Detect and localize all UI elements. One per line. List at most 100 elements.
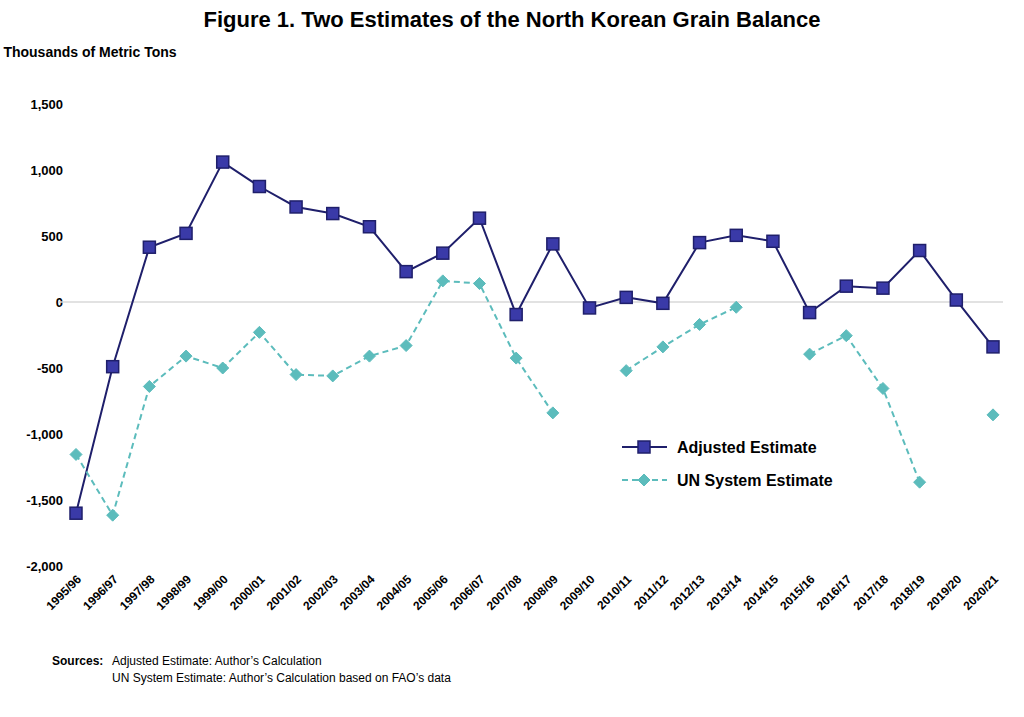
y-tick	[66, 236, 70, 237]
chart: Figure 1. Two Estimates of the North Kor…	[0, 0, 1024, 717]
y-tick-label: -2,000	[26, 559, 63, 574]
marker	[437, 275, 449, 287]
series-line	[626, 307, 736, 370]
x-tick-label: 2001/02	[264, 572, 305, 613]
source-text: Adjusted Estimate: Author’s Calculation	[112, 654, 322, 668]
x-tick-label: 2013/14	[704, 572, 745, 613]
marker	[217, 362, 229, 374]
y-axis-label: Thousands of Metric Tons	[2, 44, 178, 61]
marker	[327, 208, 339, 220]
marker	[107, 509, 119, 521]
marker	[804, 307, 816, 319]
legend: Adjusted Estimate UN System Estimate	[622, 439, 833, 489]
x-tick-label: 2018/19	[887, 572, 928, 613]
x-tick-label: 1995/96	[44, 572, 85, 613]
marker	[180, 350, 192, 362]
y-tick-label: -1,500	[26, 493, 63, 508]
marker	[180, 227, 192, 239]
marker	[877, 282, 889, 294]
marker	[400, 340, 412, 352]
y-tick	[66, 368, 70, 369]
source-text: UN System Estimate: Author’s Calculation…	[112, 671, 451, 685]
marker	[473, 212, 485, 224]
marker	[730, 229, 742, 241]
x-tick-label: 2011/12	[631, 572, 671, 612]
marker	[694, 237, 706, 249]
y-tick-label: 1,000	[30, 163, 63, 178]
marker	[290, 201, 302, 213]
marker	[70, 507, 82, 519]
y-tick-label: -500	[37, 361, 63, 376]
x-tick-label: 2012/13	[667, 572, 708, 613]
legend-label: UN System Estimate	[677, 472, 833, 489]
marker	[143, 380, 155, 392]
marker	[253, 181, 265, 193]
marker	[914, 476, 926, 488]
legend-marker	[638, 474, 650, 486]
x-tick-label: 2020/21	[961, 572, 1002, 613]
x-tick-label: 2003/04	[337, 572, 378, 613]
marker	[657, 341, 669, 353]
marker	[363, 221, 375, 233]
x-tick-label: 2015/16	[777, 572, 818, 613]
series-line	[810, 336, 920, 483]
marker	[253, 326, 265, 338]
source-label: Sources:	[52, 654, 112, 668]
marker	[877, 382, 889, 394]
x-tick-label: 2014/15	[740, 572, 781, 613]
marker	[914, 245, 926, 257]
x-tick-label: 1997/98	[117, 572, 158, 613]
y-tick	[66, 170, 70, 171]
marker	[840, 330, 852, 342]
title: Figure 1. Two Estimates of the North Kor…	[204, 7, 821, 32]
marker	[620, 291, 632, 303]
y-tick-label: 1,500	[30, 97, 63, 112]
plot-area	[70, 156, 999, 521]
marker	[290, 369, 302, 381]
marker	[987, 341, 999, 353]
sources: Sources:Adjusted Estimate: Author’s Calc…	[52, 654, 451, 685]
marker	[767, 235, 779, 247]
x-tick-label: 2008/09	[520, 572, 561, 613]
marker	[657, 297, 669, 309]
y-tick-label: -1,000	[26, 427, 63, 442]
y-tick	[66, 104, 70, 105]
marker	[547, 238, 559, 250]
x-axis-line	[58, 301, 1003, 303]
legend-label: Adjusted Estimate	[677, 439, 817, 456]
x-tick-label: 2000/01	[227, 572, 268, 613]
marker	[143, 241, 155, 253]
marker	[400, 266, 412, 278]
x-tick-label: 1999/00	[190, 572, 231, 613]
y-tick	[66, 566, 70, 567]
marker	[730, 301, 742, 313]
marker	[473, 278, 485, 290]
marker	[694, 318, 706, 330]
legend-marker	[638, 474, 650, 486]
x-tick-label: 2019/20	[924, 572, 965, 613]
x-tick-label: 2005/06	[410, 572, 451, 613]
series-line	[76, 281, 553, 515]
marker	[437, 247, 449, 259]
marker	[547, 407, 559, 419]
legend-marker	[638, 441, 650, 453]
marker	[510, 352, 522, 364]
marker	[950, 294, 962, 306]
marker	[327, 370, 339, 382]
y-tick-label: 500	[41, 229, 63, 244]
marker	[510, 309, 522, 321]
x-tick-label: 2009/10	[557, 572, 598, 613]
y-tick	[66, 500, 70, 501]
y-tick	[66, 434, 70, 435]
marker	[363, 350, 375, 362]
x-tick-label: 1998/99	[154, 572, 195, 613]
x-tick-label: 2004/05	[374, 572, 415, 613]
marker	[217, 156, 229, 168]
marker	[987, 409, 999, 421]
x-tick-label: 2017/18	[851, 572, 892, 613]
marker	[620, 365, 632, 377]
x-tick-label: 2006/07	[447, 572, 488, 613]
x-tick-label: 2016/17	[814, 572, 855, 613]
x-tick-label: 2010/11	[594, 572, 634, 612]
marker	[70, 448, 82, 460]
